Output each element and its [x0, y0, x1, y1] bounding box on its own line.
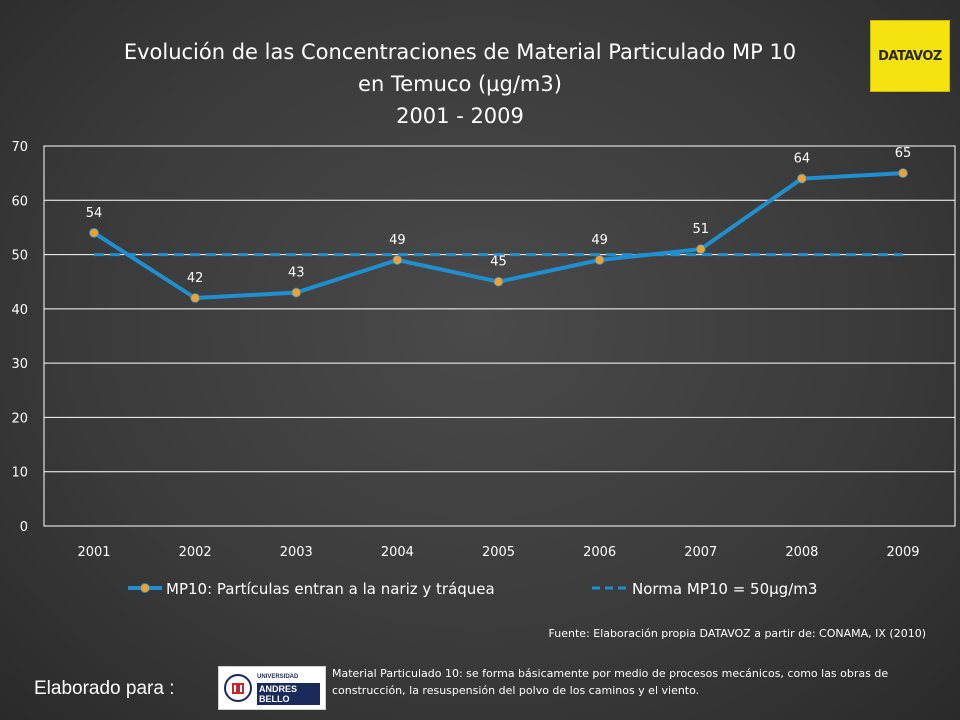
mp10-data-point [796, 173, 807, 184]
mp10-data-point [898, 168, 908, 179]
source-note: Fuente: Elaboración propia DATAVOZ a par… [548, 627, 926, 640]
mp10-data-point [695, 244, 706, 255]
x-tick-label: 2004 [381, 545, 414, 560]
x-tick-label: 2003 [280, 545, 313, 560]
legend-mp10-label: MP10: Partículas entran a la nariz y trá… [166, 580, 495, 598]
data-label: 64 [794, 152, 811, 167]
x-tick-label: 2002 [179, 545, 212, 560]
y-tick-label: 30 [11, 357, 28, 372]
university-seal-icon [224, 674, 252, 702]
mp10-data-point [493, 276, 504, 287]
x-tick-label: 2001 [77, 545, 110, 560]
y-tick-label: 70 [11, 140, 28, 155]
y-tick-label: 50 [11, 249, 28, 264]
mp10-data-point [291, 287, 302, 298]
y-tick-label: 20 [11, 411, 28, 426]
x-tick-label: 2009 [886, 545, 919, 560]
line-chart: 0 10 20 30 40 50 60 70 2001 2002 2003 2004 2005 2006 2… [11, 140, 956, 598]
chart-title: Evolución de las Concentraciones de Mate… [40, 36, 880, 132]
mp10-data-point [190, 293, 201, 303]
title-line-3: 2001 - 2009 [396, 104, 524, 128]
data-label: 45 [490, 255, 507, 270]
university-logo-name: ANDRES BELLO [257, 682, 320, 705]
mp10-data-point [89, 227, 99, 238]
data-label: 54 [86, 206, 103, 221]
data-label: 42 [187, 271, 204, 286]
data-label: 43 [288, 266, 305, 281]
legend-mp10-marker [140, 583, 150, 593]
y-tick-label: 0 [20, 520, 28, 535]
data-label: 51 [692, 222, 709, 237]
title-line-1: Evolución de las Concentraciones de Mate… [123, 40, 797, 64]
made-for-label: Elaborado para : [34, 678, 175, 699]
datavoz-logo: DATAVOZ [870, 20, 950, 92]
datavoz-logo-text: DATAVOZ [878, 48, 942, 64]
legend-norm-label: Norma MP10 = 50µg/m3 [632, 580, 817, 598]
mp10-data-point [594, 255, 605, 265]
data-label: 49 [389, 233, 406, 248]
x-tick-label: 2007 [684, 545, 717, 560]
x-tick-label: 2008 [785, 545, 818, 560]
data-label: 65 [895, 146, 912, 161]
definition-note: Material Particulado 10: se forma básica… [332, 667, 889, 697]
data-label: 49 [591, 233, 608, 248]
plot-frame [43, 145, 956, 527]
x-tick-label: 2005 [482, 545, 515, 560]
university-logo-small-text: UNIVERSIDAD [257, 673, 299, 680]
university-logo: UNIVERSIDAD ANDRES BELLO [218, 666, 326, 710]
y-tick-label: 60 [11, 194, 28, 209]
mp10-data-point [392, 255, 403, 265]
x-tick-label: 2006 [583, 545, 616, 560]
y-tick-label: 10 [11, 466, 28, 481]
title-line-2: en Temuco (µg/m3) [358, 72, 562, 96]
y-tick-label: 40 [11, 303, 28, 318]
